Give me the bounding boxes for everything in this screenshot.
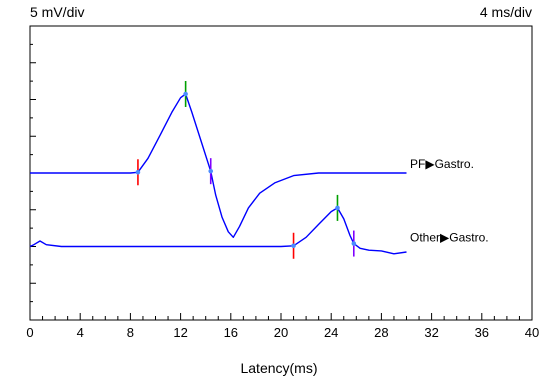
trace-line-1 xyxy=(30,94,407,237)
x-tick-label: 16 xyxy=(224,325,238,340)
x-tick-label: 36 xyxy=(475,325,489,340)
marker-point xyxy=(291,243,296,248)
marker-point xyxy=(136,170,141,175)
x-tick-label: 24 xyxy=(324,325,338,340)
marker-point xyxy=(351,241,356,246)
x-tick-label: 12 xyxy=(173,325,187,340)
x-tick-label: 4 xyxy=(77,325,84,340)
x-axis-title: Latency(ms) xyxy=(240,360,317,376)
x-tick-label: 8 xyxy=(127,325,134,340)
trace-line-2 xyxy=(30,208,407,254)
x-tick-label: 32 xyxy=(424,325,438,340)
marker-point xyxy=(183,92,188,97)
trace-label-2: Other▶Gastro. xyxy=(410,231,489,245)
marker-point xyxy=(208,169,213,174)
marker-point xyxy=(335,206,340,211)
trace-label-1: PF▶Gastro. xyxy=(410,157,474,171)
x-tick-label: 28 xyxy=(374,325,388,340)
x-tick-label: 0 xyxy=(26,325,33,340)
x-tick-label: 40 xyxy=(525,325,539,340)
x-tick-label: 20 xyxy=(274,325,288,340)
